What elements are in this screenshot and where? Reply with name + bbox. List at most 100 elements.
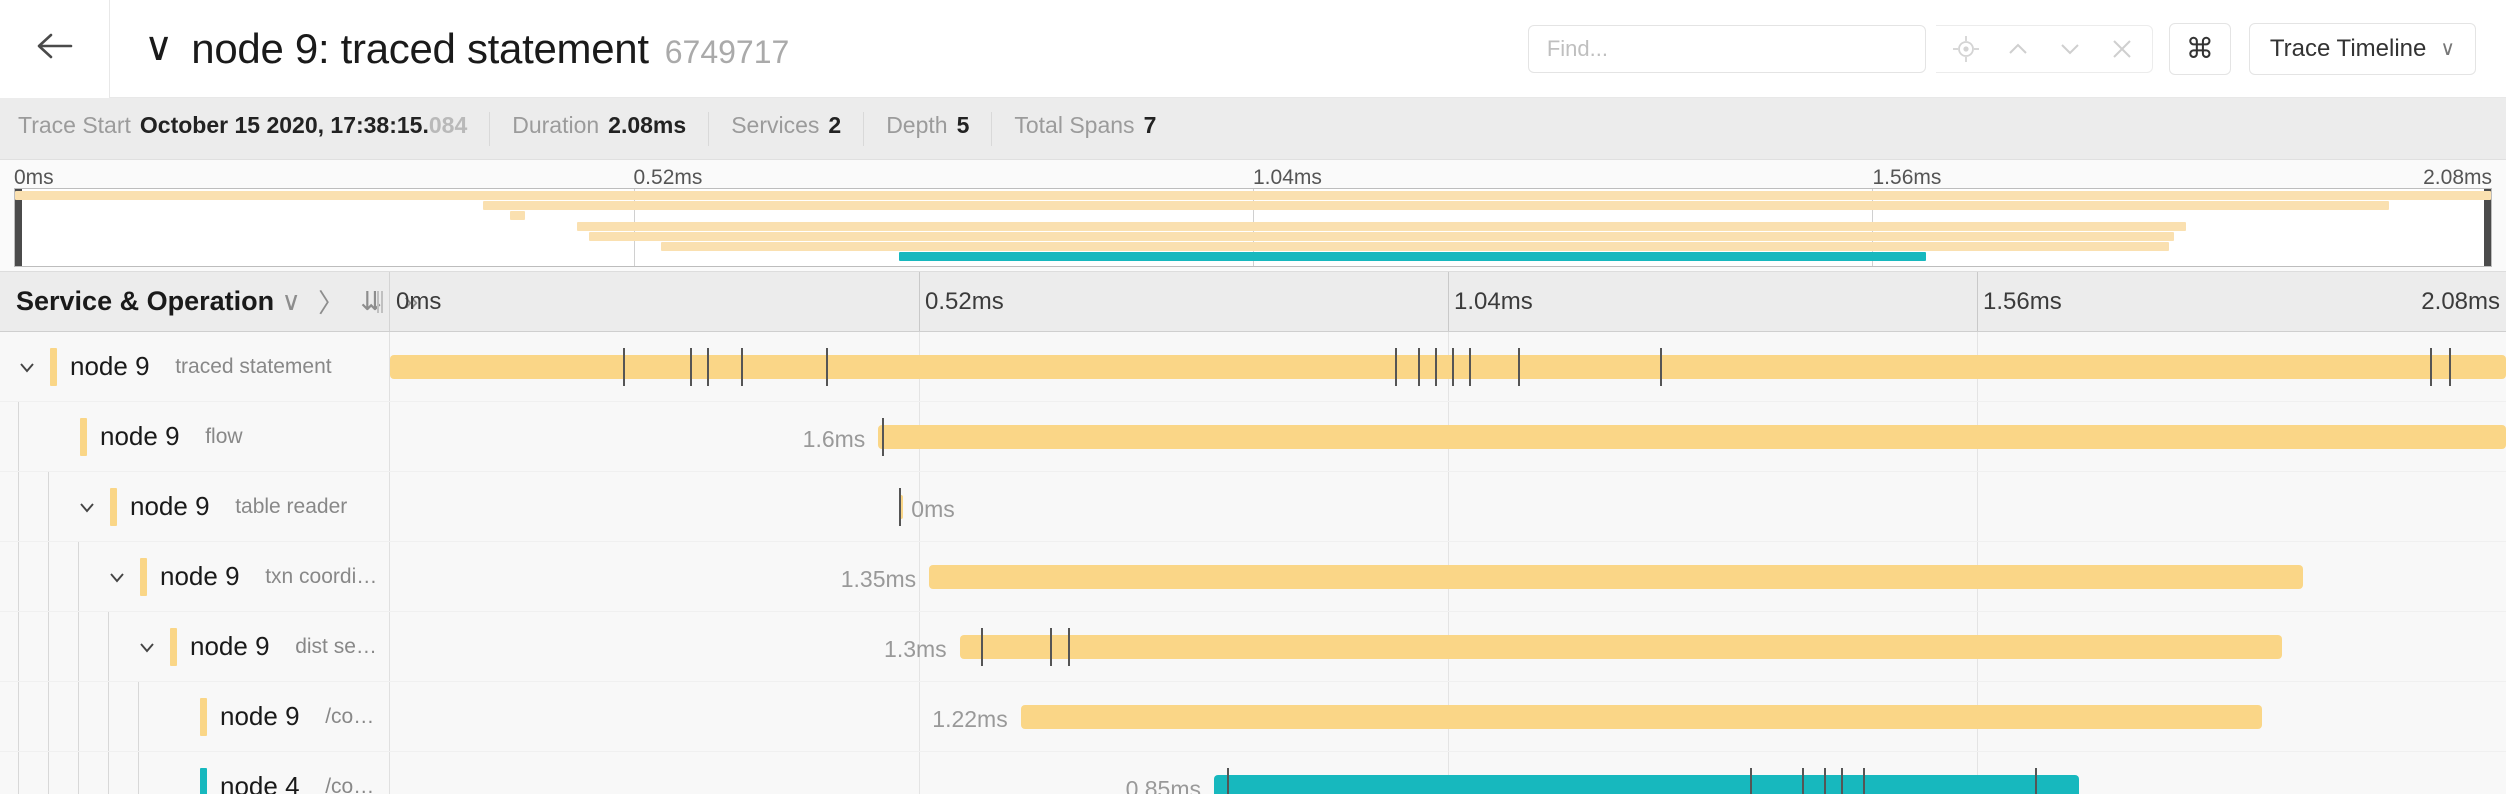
collapse-span-icon[interactable]	[12, 352, 42, 382]
span-log-marker[interactable]	[1226, 768, 1229, 794]
span-log-marker[interactable]	[1395, 348, 1398, 386]
timeline-tick-label: 2.08ms	[2421, 288, 2500, 315]
service-name: node 9	[130, 491, 210, 521]
indent-guide	[18, 542, 19, 611]
span-log-marker[interactable]	[1435, 348, 1438, 386]
minimap-drag-handle-left[interactable]	[15, 189, 22, 266]
row-gridline	[1977, 752, 1978, 794]
indent-guide	[78, 542, 79, 611]
span-log-marker[interactable]	[741, 348, 744, 386]
command-key-button[interactable]: ⌘	[2168, 22, 2231, 75]
span-name-cell[interactable]: node 9 flow	[0, 402, 390, 471]
collapse-span-icon[interactable]	[72, 492, 102, 522]
span-duration-bar[interactable]	[929, 565, 2303, 589]
span-log-marker[interactable]	[1802, 768, 1805, 794]
span-log-marker[interactable]	[1823, 768, 1826, 794]
collapse-span-icon[interactable]	[132, 632, 162, 662]
service-operation-header: Service & Operation ∨ 〉 ⇊ »	[0, 272, 418, 331]
indent-guide	[78, 612, 79, 681]
span-name-cell[interactable]: node 9 dist sender send	[0, 612, 390, 681]
span-bar-cell[interactable]: 1.6ms	[390, 402, 2506, 471]
span-duration-bar[interactable]	[878, 425, 2506, 449]
span-bar-cell[interactable]: 1.3ms	[390, 612, 2506, 681]
span-bar-cell[interactable]: 0ms	[390, 472, 2506, 541]
table-row[interactable]: node 9 traced statement	[0, 332, 2506, 402]
span-log-marker[interactable]	[1750, 768, 1753, 794]
row-gridline	[919, 472, 920, 541]
span-log-marker[interactable]	[1659, 348, 1662, 386]
span-name-cell[interactable]: node 9 txn coordinator send	[0, 542, 390, 611]
service-color-bar	[80, 418, 87, 456]
timeline-tick-label: 1.04ms	[1454, 288, 1533, 315]
prev-match-icon[interactable]	[1992, 26, 2044, 72]
row-gridline	[919, 752, 920, 794]
span-log-marker[interactable]	[690, 348, 693, 386]
span-log-marker[interactable]	[1418, 348, 1421, 386]
title-collapse-caret[interactable]: ∨	[144, 24, 174, 69]
span-log-marker[interactable]	[1517, 348, 1520, 386]
span-log-marker[interactable]	[2429, 348, 2432, 386]
collapse-all-icon[interactable]: ⇊	[360, 286, 382, 316]
span-duration-bar[interactable]	[1020, 705, 2262, 729]
timeline-tick-label: 0ms	[396, 288, 442, 315]
span-rows: node 9 traced statement node 9 flow 1.6ms nod…	[0, 332, 2506, 794]
table-row[interactable]: node 9 table reader 0ms	[0, 472, 2506, 542]
table-row[interactable]: node 9/cockroach.roachpb.I… 1.22ms	[0, 682, 2506, 752]
span-log-marker[interactable]	[622, 348, 625, 386]
info-value: 2.08ms	[608, 111, 687, 138]
collapse-one-icon[interactable]: ∨	[281, 286, 301, 316]
view-selector[interactable]: Trace Timeline ∨	[2248, 22, 2476, 75]
span-log-marker[interactable]	[1049, 628, 1052, 666]
span-duration-bar[interactable]	[1214, 775, 2079, 794]
table-row[interactable]: node 9 flow 1.6ms	[0, 402, 2506, 472]
span-bar-cell[interactable]	[390, 332, 2506, 401]
span-log-marker[interactable]	[1469, 348, 1472, 386]
minimap-viewport[interactable]	[14, 188, 2492, 267]
trace-minimap[interactable]: 0ms 0.52ms 1.04ms 1.56ms 2.08ms	[0, 160, 2506, 272]
next-match-icon[interactable]	[2044, 26, 2096, 72]
column-resizer[interactable]	[377, 290, 383, 313]
span-bar-cell[interactable]: 0.85ms	[390, 752, 2506, 794]
span-log-marker[interactable]	[1862, 768, 1865, 794]
info-label: Total Spans	[1014, 111, 1135, 138]
span-name-cell[interactable]: node 9/cockroach.roachpb.I…	[0, 682, 390, 751]
focus-match-icon[interactable]	[1940, 26, 1992, 72]
table-row[interactable]: node 9 txn coordinator send 1.35ms	[0, 542, 2506, 612]
span-log-marker[interactable]	[881, 418, 884, 456]
info-item: Depth 5	[864, 111, 993, 146]
search-input[interactable]	[1546, 35, 1907, 62]
span-log-marker[interactable]	[2035, 768, 2038, 794]
span-log-marker[interactable]	[825, 348, 828, 386]
clear-search-icon[interactable]	[2096, 26, 2148, 72]
timeline-tick-label: 1.56ms	[1983, 288, 2062, 315]
collapse-span-icon[interactable]	[102, 562, 132, 592]
span-log-marker[interactable]	[980, 628, 983, 666]
table-row[interactable]: node 9 dist sender send 1.3ms	[0, 612, 2506, 682]
span-bar-cell[interactable]: 1.35ms	[390, 542, 2506, 611]
back-button[interactable]	[0, 0, 110, 98]
search-box[interactable]	[1527, 24, 1926, 73]
minimap-span-bar	[15, 191, 2491, 200]
info-item: Services 2	[709, 111, 865, 146]
indent-guide	[48, 542, 49, 611]
expand-all-icon[interactable]: »	[403, 286, 419, 316]
span-duration-bar[interactable]	[898, 495, 904, 519]
span-log-marker[interactable]	[1068, 628, 1071, 666]
span-duration-bar[interactable]	[959, 635, 2283, 659]
minimap-drag-handle-right[interactable]	[2484, 189, 2491, 266]
service-color-bar	[170, 628, 177, 666]
span-bar-cell[interactable]: 1.22ms	[390, 682, 2506, 751]
timeline-tick-line	[1977, 272, 1978, 331]
span-log-marker[interactable]	[898, 488, 901, 526]
span-log-marker[interactable]	[2448, 348, 2451, 386]
span-log-marker[interactable]	[707, 348, 710, 386]
span-log-marker[interactable]	[1840, 768, 1843, 794]
span-name-cell[interactable]: node 4/cockroach.roachpb.I…	[0, 752, 390, 794]
table-row[interactable]: node 4/cockroach.roachpb.I… 0.85ms	[0, 752, 2506, 794]
span-name-cell[interactable]: node 9 table reader	[0, 472, 390, 541]
span-name-cell[interactable]: node 9 traced statement	[0, 332, 390, 401]
indent-guide	[18, 682, 19, 751]
span-log-marker[interactable]	[1452, 348, 1455, 386]
expand-one-icon[interactable]: 〉	[318, 288, 345, 318]
minimap-tick-label: 0.52ms	[633, 166, 703, 189]
